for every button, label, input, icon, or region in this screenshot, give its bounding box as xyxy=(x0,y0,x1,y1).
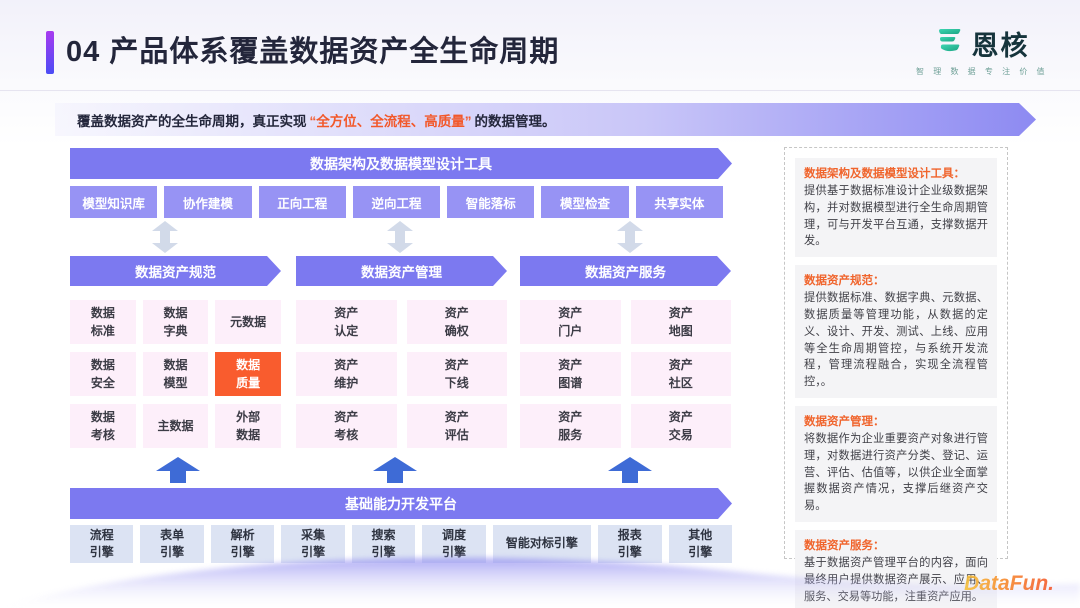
cell-data-assessment: 数据 考核 xyxy=(70,404,136,448)
tool-reverse-engineering: 逆向工程 xyxy=(352,186,441,218)
engine-collection: 采集 引擎 xyxy=(281,525,345,563)
subtitle-prefix: 覆盖数据资产的全生命周期，真正实现 xyxy=(77,113,307,129)
asset-standards-cells: 数据 标准 数据 字典 元数据 数据 安全 数据 模型 数据 质量 数据 考核 … xyxy=(70,300,281,448)
up-down-arrow-icon xyxy=(616,221,644,258)
description-panel: 数据架构及数据模型设计工具： 提供基于数据标准设计企业级数据架构，并对数据模型进… xyxy=(784,147,1008,608)
cell-asset-rights: 资产 确权 xyxy=(406,300,507,344)
cell-data-standard: 数据 标准 xyxy=(70,300,136,344)
section-heading: 数据资产规范： xyxy=(804,275,885,288)
up-arrow-icon xyxy=(373,457,417,488)
engine-smart-matching: 智能对标引擎 xyxy=(492,525,592,563)
engine-workflow: 流程 引擎 xyxy=(70,525,134,563)
up-down-arrow-icon xyxy=(386,221,414,258)
subtitle-highlight: “全方位、全流程、高质量” xyxy=(309,113,472,129)
cell-asset-service: 资产 服务 xyxy=(520,404,621,448)
cell-asset-offline: 资产 下线 xyxy=(406,352,507,396)
cell-asset-identification: 资产 认定 xyxy=(296,300,397,344)
subtitle-banner: 覆盖数据资产的全生命周期，真正实现 “全方位、全流程、高质量” 的数据管理。 xyxy=(55,103,1036,136)
section-body: 提供数据标准、数据字典、元数据、数据质量等管理功能，从数据的定义、设计、开发、测… xyxy=(804,292,988,389)
brand-logo: 恩核 智 理 数 据 专 注 价 值 xyxy=(916,24,1046,77)
bottom-wave-decoration xyxy=(0,558,1080,608)
brand-tagline: 智 理 数 据 专 注 价 值 xyxy=(916,67,1049,76)
tool-model-knowledge-base: 模型知识库 xyxy=(70,186,158,218)
panel-section-asset-standards: 数据资产规范： 提供数据标准、数据字典、元数据、数据质量等管理功能，从数据的定义… xyxy=(795,265,997,398)
banner-asset-management: 数据资产管理 xyxy=(296,256,507,286)
cell-asset-evaluation: 资产 评估 xyxy=(406,404,507,448)
banner-asset-services: 数据资产服务 xyxy=(520,256,731,286)
up-down-arrow-icon xyxy=(151,221,179,258)
engine-form: 表单 引擎 xyxy=(140,525,204,563)
tool-collaborative-modeling: 协作建模 xyxy=(164,186,252,218)
engine-search: 搜索 引擎 xyxy=(351,525,416,563)
architecture-diagram: 数据架构及数据模型设计工具 模型知识库 协作建模 正向工程 逆向工程 智能落标 … xyxy=(70,146,732,566)
datafun-watermark: DataFun. xyxy=(964,572,1054,595)
cell-metadata: 元数据 xyxy=(215,300,281,344)
section-heading: 数据资产服务： xyxy=(804,539,885,552)
up-arrow-icon xyxy=(608,457,652,488)
cell-data-security: 数据 安全 xyxy=(70,352,136,396)
engine-scheduling: 调度 引擎 xyxy=(422,525,486,563)
tool-model-check: 模型检查 xyxy=(541,186,629,218)
cell-asset-map: 资产 地图 xyxy=(630,300,731,344)
cell-asset-portal: 资产 门户 xyxy=(520,300,621,344)
cell-data-model: 数据 模型 xyxy=(142,352,209,396)
cell-asset-trade: 资产 交易 xyxy=(630,404,731,448)
cell-asset-assessment: 资产 考核 xyxy=(296,404,397,448)
asset-management-cells: 资产 认定 资产 确权 资产 维护 资产 下线 资产 考核 资产 评估 xyxy=(296,300,507,448)
cell-external-data: 外部 数据 xyxy=(215,404,281,448)
cell-asset-maintenance: 资产 维护 xyxy=(296,352,397,396)
asset-services-cells: 资产 门户 资产 地图 资产 图谱 资产 社区 资产 服务 资产 交易 xyxy=(520,300,731,448)
panel-section-design-tools: 数据架构及数据模型设计工具： 提供基于数据标准设计企业级数据架构，并对数据模型进… xyxy=(795,158,997,258)
tool-button-row: 模型知识库 协作建模 正向工程 逆向工程 智能落标 模型检查 共享实体 xyxy=(70,186,723,218)
tool-forward-engineering: 正向工程 xyxy=(258,186,346,218)
cell-data-dictionary: 数据 字典 xyxy=(142,300,209,344)
engine-row: 流程 引擎 表单 引擎 解析 引擎 采集 引擎 搜索 引擎 调度 引擎 智能对标… xyxy=(70,525,732,563)
engine-other: 其他 引擎 xyxy=(668,525,732,563)
brand-name: 恩核 xyxy=(971,31,1030,61)
title-accent-bar xyxy=(46,31,54,74)
subtitle-suffix: 的数据管理。 xyxy=(474,113,556,129)
tool-smart-standard: 智能落标 xyxy=(447,186,535,218)
page-title: 04 产品体系覆盖数据资产全生命周期 xyxy=(66,36,560,68)
enhe-logo-icon xyxy=(933,25,965,62)
cell-asset-graph: 资产 图谱 xyxy=(520,352,621,396)
panel-section-asset-management: 数据资产管理： 将数据作为企业重要资产对象进行管理，对数据进行资产分类、登记、运… xyxy=(795,405,997,522)
section-heading: 数据架构及数据模型设计工具： xyxy=(804,168,965,180)
header: 04 产品体系覆盖数据资产全生命周期 恩核 智 理 数 据 专 注 价 值 xyxy=(0,0,1080,91)
engine-parsing: 解析 引擎 xyxy=(210,525,275,563)
tool-shared-entity: 共享实体 xyxy=(635,186,723,218)
section-heading: 数据资产管理： xyxy=(804,415,885,428)
cell-data-quality-highlighted: 数据 质量 xyxy=(215,352,281,396)
up-arrow-icon xyxy=(156,457,200,488)
section-body: 将数据作为企业重要资产对象进行管理，对数据进行资产分类、登记、运营、评估、估值等… xyxy=(804,432,988,513)
cell-master-data: 主数据 xyxy=(142,404,209,448)
cell-asset-community: 资产 社区 xyxy=(630,352,731,396)
banner-asset-standards: 数据资产规范 xyxy=(70,256,281,286)
engine-report: 报表 引擎 xyxy=(598,525,662,563)
section-body: 提供基于数据标准设计企业级数据架构，并对数据模型进行全生命周期管理，可与开发平台… xyxy=(804,185,988,248)
banner-design-tools: 数据架构及数据模型设计工具 xyxy=(70,148,732,179)
banner-dev-platform: 基础能力开发平台 xyxy=(70,488,732,519)
